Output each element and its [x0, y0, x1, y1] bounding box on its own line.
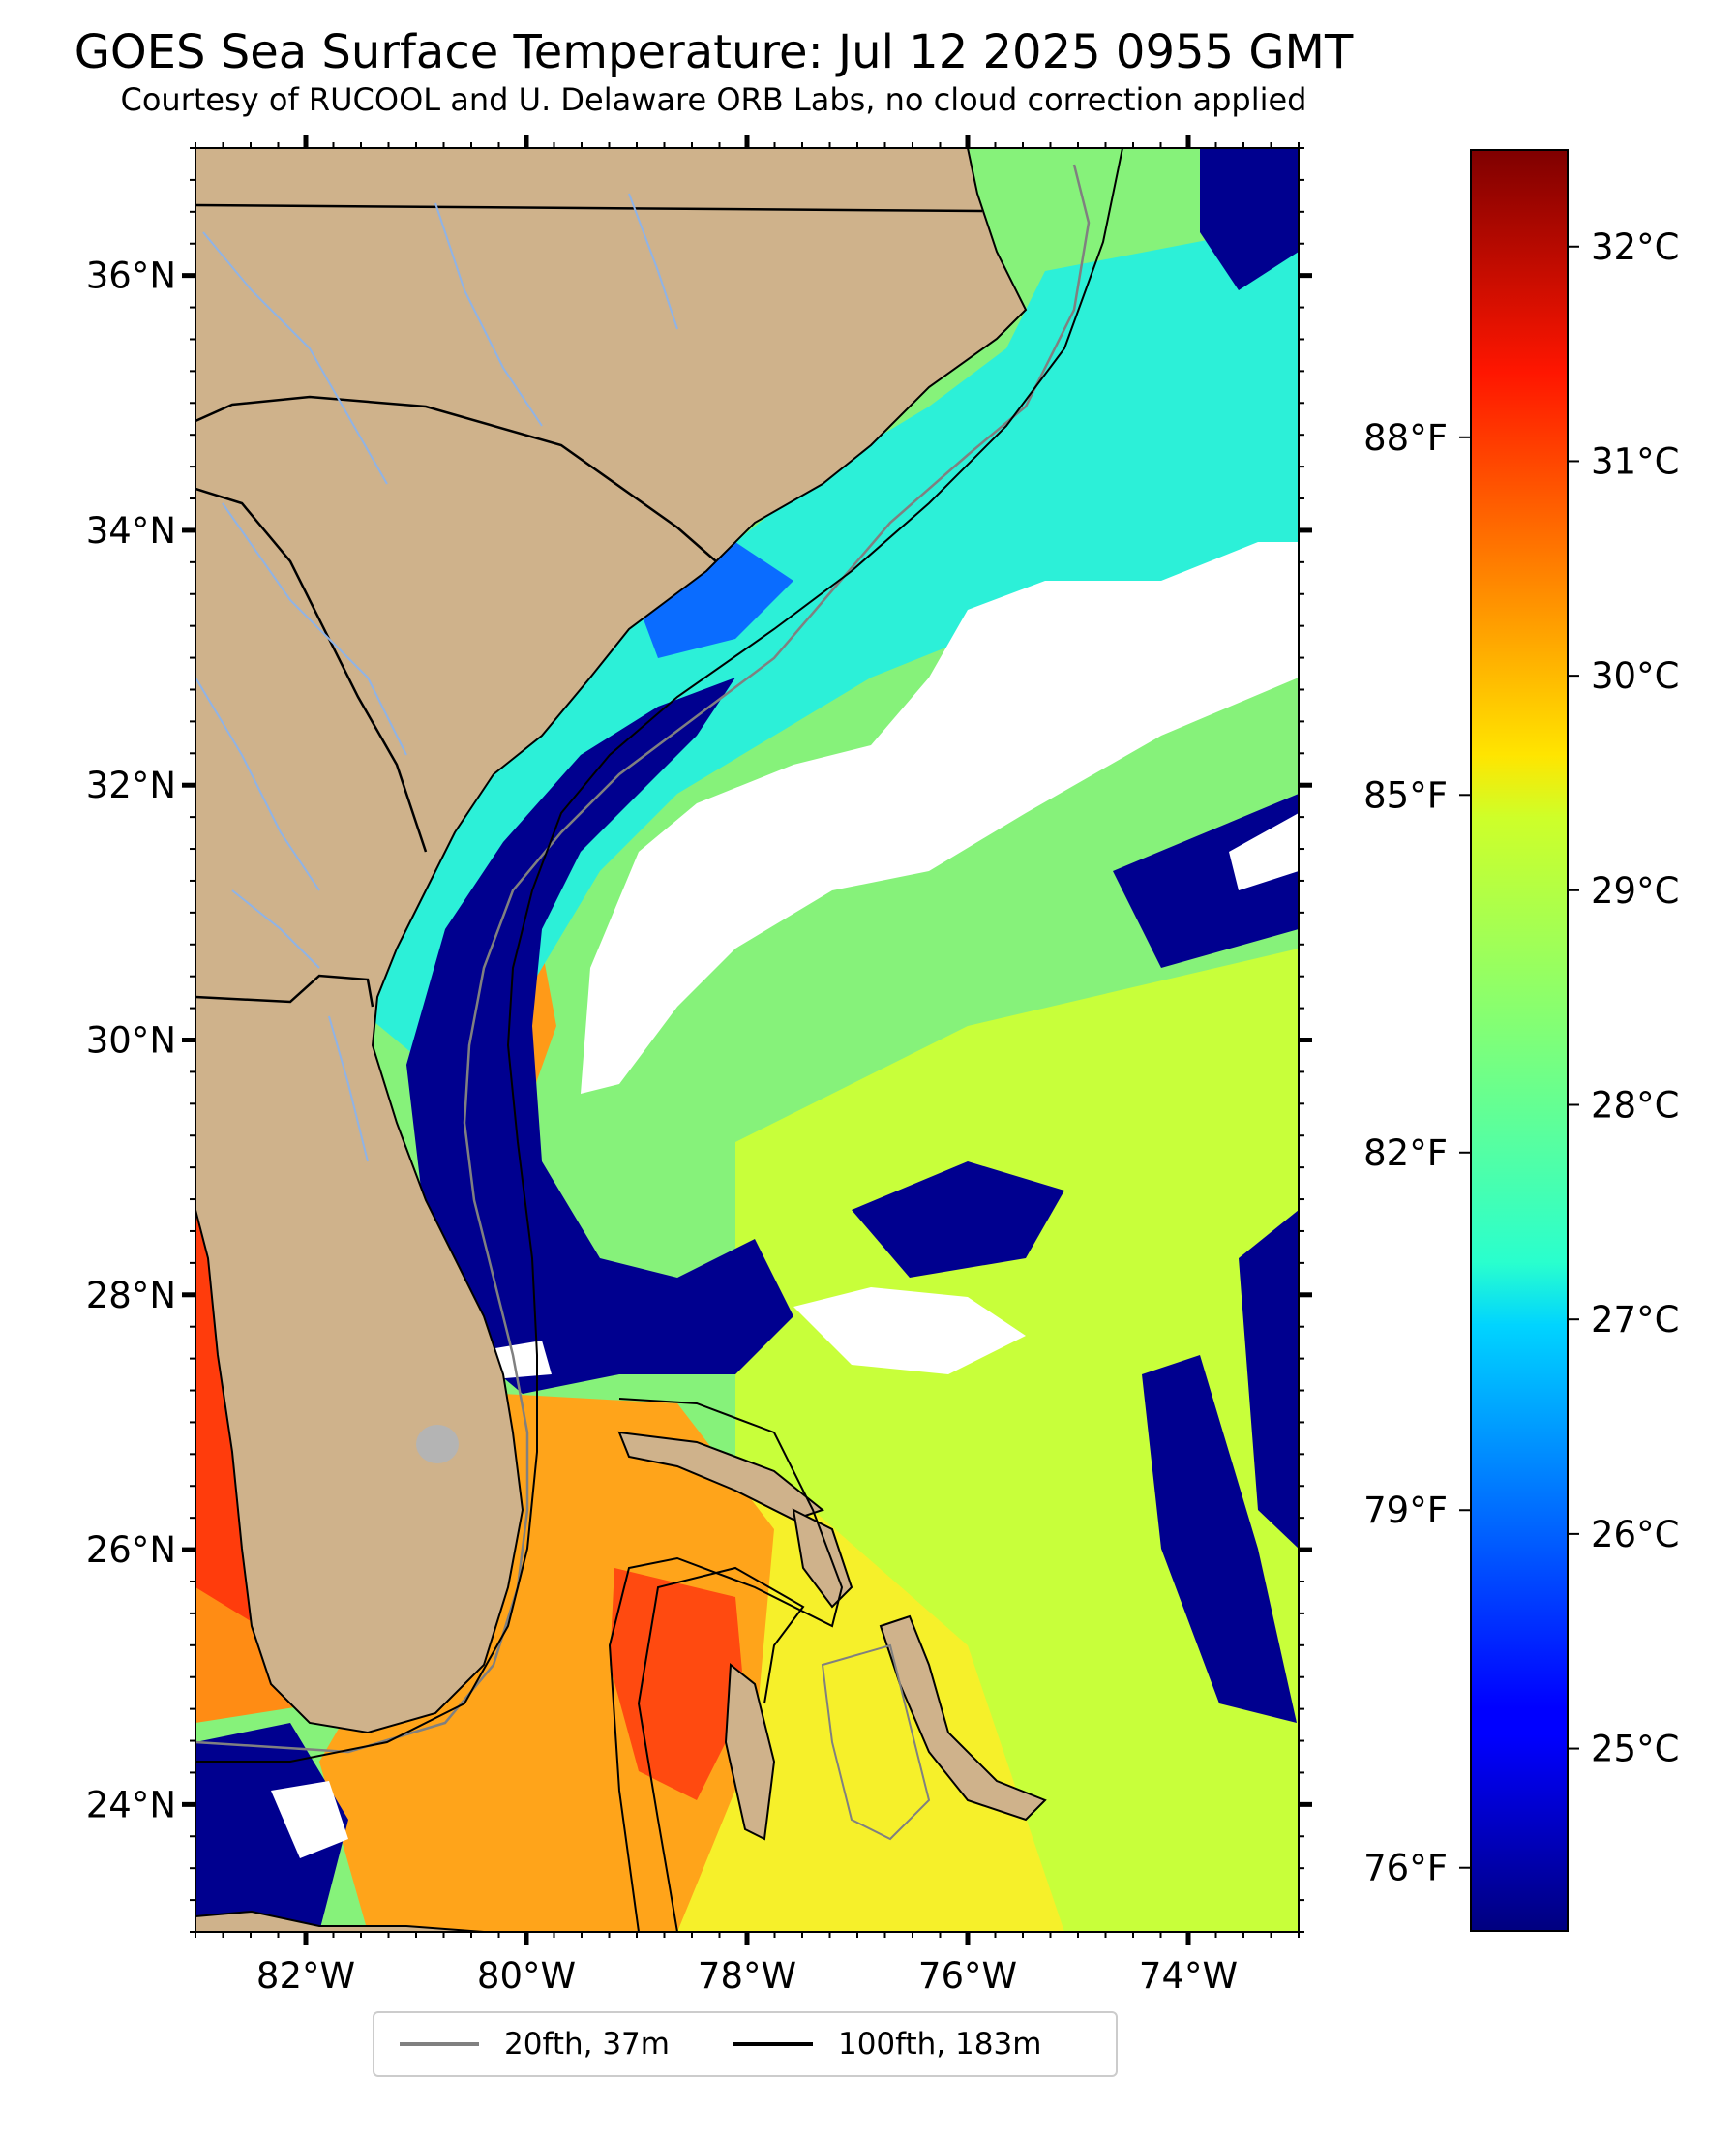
cloud-right-edge	[1229, 813, 1299, 890]
border-sc-nc	[195, 395, 717, 562]
lon-tick-label: 80°W	[477, 1955, 576, 1997]
colorbar-frame	[1470, 149, 1569, 1932]
colorbar-fahrenheit-ticks: 76°F 79°F 82°F 85°F 88°F	[1363, 417, 1471, 1889]
lat-tick-label: 36°N	[86, 256, 176, 297]
legend-label-20fth: 20fth, 37m	[504, 2027, 670, 2062]
island-abaco	[792, 1508, 853, 1609]
legend-line-20fth	[400, 2042, 479, 2046]
border-ga-sc	[195, 487, 428, 853]
colorbar-fahrenheit-label: 82°F	[1363, 1132, 1448, 1174]
sst-red-tongue	[610, 1568, 745, 1800]
map-title: GOES Sea Surface Temperature: Jul 12 202…	[74, 25, 1354, 79]
sst-cold-band-east	[1142, 1355, 1297, 1723]
sst-cold-mid	[852, 1161, 1064, 1278]
cloud-large	[581, 542, 1299, 1094]
legend-line-100fth	[733, 2042, 813, 2046]
isobath-100fth-bahamas	[608, 1398, 844, 1932]
island-eleuthera	[879, 1614, 1047, 1822]
border-fl-ga	[195, 974, 374, 1008]
border-nc-va	[195, 203, 983, 213]
rivers	[195, 193, 678, 1162]
colorbar-celsius-label: 30°C	[1591, 655, 1679, 697]
colorbar-celsius-label: 27°C	[1591, 1299, 1679, 1341]
sst-cold-east	[1239, 1210, 1299, 1549]
lon-tick-label: 78°W	[698, 1955, 796, 1997]
land-southeast-us	[195, 148, 1028, 1734]
isobath-100fth	[195, 148, 1123, 1763]
sst-orange-straits	[319, 1394, 774, 1932]
colorbar-celsius-label: 25°C	[1591, 1729, 1679, 1770]
map-axes: 82°W 80°W 78°W 76°W 74°W 24°N 26°N 28°N 30°N 32°N…	[86, 135, 1312, 1997]
legend-label-100fth: 100fth, 183m	[837, 2027, 1042, 2062]
map-area	[195, 148, 1299, 1932]
lat-tick-label: 32°N	[86, 765, 176, 806]
colorbar-celsius-label: 26°C	[1591, 1514, 1679, 1555]
cloud-center	[793, 1287, 1026, 1374]
colorbar-fahrenheit-label: 79°F	[1363, 1490, 1448, 1531]
colorbar-celsius-label: 29°C	[1591, 870, 1679, 912]
colorbar-celsius-label: 31°C	[1591, 440, 1679, 482]
isobath-legend: 20fth, 37m 100fth, 183m	[373, 2011, 1118, 2077]
lat-tick-label: 26°N	[86, 1529, 176, 1571]
sst-cyan-coastal	[368, 223, 1299, 1065]
colorbar-fahrenheit-label: 88°F	[1363, 417, 1448, 459]
legend-item-100fth: 100fth, 183m	[733, 2027, 1041, 2062]
sst-cold-southwest	[195, 1723, 348, 1932]
cloud-small-sw	[271, 1781, 348, 1858]
lat-tick-label: 30°N	[86, 1020, 176, 1062]
lat-tick-label: 34°N	[86, 510, 176, 552]
island-andros	[724, 1663, 776, 1841]
colorbar-fahrenheit-label: 85°F	[1363, 774, 1448, 816]
colorbar-celsius-ticks: 25°C 26°C 27°C 28°C 29°C 30°C 31°C 32°C	[1568, 226, 1679, 1770]
sst-cold-ne	[1200, 148, 1299, 290]
lat-tick-label: 28°N	[86, 1275, 176, 1316]
colorbar-celsius-label: 32°C	[1591, 226, 1679, 268]
sst-cold-shelf	[406, 678, 793, 1394]
sst-cold-upper-right	[1113, 794, 1299, 968]
isobath-20fth-bank	[821, 1643, 931, 1841]
colorbar-fahrenheit-label: 76°F	[1363, 1848, 1448, 1889]
lon-tick-label: 82°W	[256, 1955, 355, 1997]
lon-tick-label: 76°W	[918, 1955, 1017, 1997]
isobath-100fth-tongue	[637, 1566, 805, 1932]
lake-okeechobee	[416, 1425, 459, 1463]
island-cuba-edge	[195, 1910, 485, 1932]
map-subtitle: Courtesy of RUCOOL and U. Delaware ORB L…	[120, 81, 1307, 118]
lon-tick-label: 74°W	[1139, 1955, 1238, 1997]
colorbar-celsius-label: 28°C	[1591, 1085, 1679, 1127]
legend-item-20fth: 20fth, 37m	[400, 2027, 670, 2062]
colorbar-gradient	[1471, 150, 1568, 1931]
lat-tick-label: 24°N	[86, 1784, 176, 1825]
island-grand-bahama	[617, 1431, 825, 1522]
